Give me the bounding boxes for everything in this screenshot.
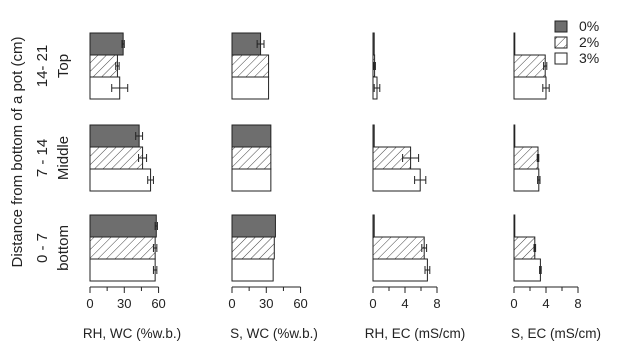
category-name-label-0: Top bbox=[55, 54, 72, 78]
bar-p1-g2-s1 bbox=[231, 236, 275, 260]
bar-p2-g2-s2 bbox=[372, 258, 428, 282]
legend-swatch-2 bbox=[554, 52, 568, 65]
category-name-label-2: bottom bbox=[55, 225, 72, 271]
x-tick-label-2-1: 4 bbox=[401, 296, 408, 311]
x-tick-label-0-1: 30 bbox=[117, 296, 131, 311]
bar-p1-g0-s2 bbox=[231, 76, 270, 100]
bar-p3-g0-s0 bbox=[513, 32, 516, 56]
panel-0: 0 30 60 RH, WC (%w.b.) bbox=[83, 32, 181, 341]
category-range-label-2: 0 - 7 bbox=[34, 233, 51, 263]
bar-p2-g1-s0 bbox=[372, 124, 375, 148]
bar-p1-g0-s1 bbox=[231, 54, 270, 78]
legend-label-1: 2% bbox=[579, 34, 599, 50]
legend-label-0: 0% bbox=[579, 18, 599, 34]
bar-p3-g2-s1 bbox=[513, 236, 536, 260]
bar-p0-g2-s2 bbox=[89, 258, 156, 282]
bar-p1-g1-s0 bbox=[231, 124, 272, 148]
bar-p3-g1-s0 bbox=[513, 124, 516, 148]
x-axis-title-2: RH, EC (mS/cm) bbox=[365, 326, 466, 341]
bar-p2-g1-s2 bbox=[372, 168, 421, 192]
bar-p0-g2-s0 bbox=[89, 214, 157, 238]
x-tick-label-3-1: 4 bbox=[542, 296, 549, 311]
bar-p1-g1-s2 bbox=[231, 168, 272, 192]
y-axis-title-group: Distance from bottom of a pot (cm) bbox=[9, 37, 26, 268]
x-tick-label-3-0: 0 bbox=[510, 296, 517, 311]
legend-label-2: 3% bbox=[579, 50, 599, 66]
bar-p0-g0-s0 bbox=[89, 32, 124, 56]
bar-p0-g0-s1 bbox=[89, 54, 118, 78]
x-tick-label-0-0: 0 bbox=[86, 296, 93, 311]
x-tick-label-1-2: 60 bbox=[293, 296, 307, 311]
category-labels: 14- 21 Top 7 - 14 Middle 0 - 7 bottom bbox=[34, 45, 72, 271]
bar-p3-g2-s0 bbox=[513, 214, 516, 238]
legend-swatch-1 bbox=[554, 36, 568, 49]
bar-p1-g2-s2 bbox=[231, 258, 274, 282]
bar-p0-g1-s1 bbox=[89, 146, 144, 170]
panel-3: 0 4 8 S, EC (mS/cm) bbox=[510, 32, 601, 341]
legend-swatch-0 bbox=[554, 20, 568, 33]
x-tick-label-2-0: 0 bbox=[369, 296, 376, 311]
bar-p2-g2-s0 bbox=[372, 214, 375, 238]
bar-p1-g0-s0 bbox=[231, 32, 262, 56]
x-axis-title-1: S, WC (%w.b.) bbox=[230, 326, 318, 341]
bar-p0-g1-s2 bbox=[89, 168, 152, 192]
bar-p3-g2-s2 bbox=[513, 258, 541, 282]
bar-p2-g2-s1 bbox=[372, 236, 425, 260]
panels: 0 30 60 RH, WC (%w.b.) 0 30 60 S, WC (%w.b.) 0 4 8… bbox=[83, 32, 601, 341]
bar-p1-g1-s1 bbox=[231, 146, 272, 170]
legend: 0%2%3% bbox=[554, 18, 599, 66]
bar-p2-g0-s0 bbox=[372, 32, 375, 56]
bar-p3-g0-s2 bbox=[513, 76, 547, 100]
x-tick-label-1-1: 30 bbox=[259, 296, 273, 311]
panel-2: 0 4 8 RH, EC (mS/cm) bbox=[365, 32, 466, 341]
category-range-label-0: 14- 21 bbox=[34, 45, 51, 88]
y-axis-title: Distance from bottom of a pot (cm) bbox=[9, 37, 26, 268]
bar-p3-g1-s1 bbox=[513, 146, 539, 170]
bar-p0-g2-s1 bbox=[89, 236, 156, 260]
panel-1: 0 30 60 S, WC (%w.b.) bbox=[228, 32, 318, 341]
x-tick-label-1-0: 0 bbox=[228, 296, 235, 311]
x-tick-label-2-2: 8 bbox=[433, 296, 440, 311]
bar-p0-g1-s0 bbox=[89, 124, 140, 148]
x-axis-title-3: S, EC (mS/cm) bbox=[511, 326, 601, 341]
x-tick-label-3-2: 8 bbox=[574, 296, 581, 311]
bar-p1-g2-s0 bbox=[231, 214, 276, 238]
bar-p3-g0-s1 bbox=[513, 54, 546, 78]
x-tick-label-0-2: 60 bbox=[151, 296, 165, 311]
category-name-label-1: Middle bbox=[55, 136, 72, 180]
bar-p3-g1-s2 bbox=[513, 168, 540, 192]
category-range-label-1: 7 - 14 bbox=[34, 139, 51, 177]
x-axis-title-0: RH, WC (%w.b.) bbox=[83, 326, 181, 341]
